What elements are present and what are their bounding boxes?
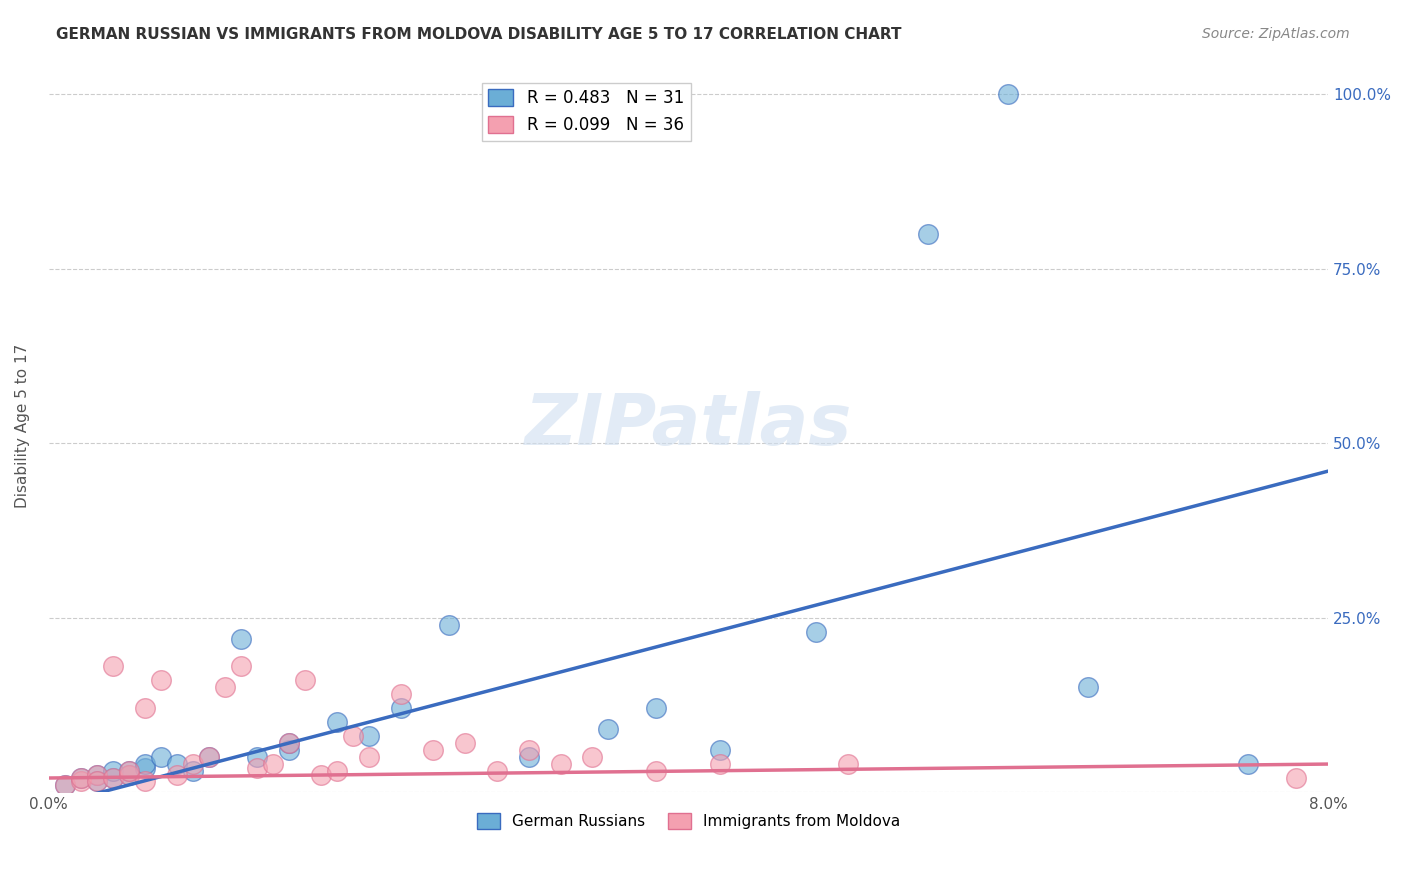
Point xyxy=(101,771,124,785)
Point xyxy=(69,771,91,785)
Legend: German Russians, Immigrants from Moldova: German Russians, Immigrants from Moldova xyxy=(471,807,907,836)
Point xyxy=(53,778,76,792)
Point xyxy=(837,757,859,772)
Point xyxy=(118,767,141,781)
Point xyxy=(294,673,316,688)
Point xyxy=(181,757,204,772)
Point xyxy=(86,767,108,781)
Point xyxy=(69,771,91,785)
Point xyxy=(101,764,124,778)
Point xyxy=(437,617,460,632)
Point xyxy=(262,757,284,772)
Point xyxy=(517,743,540,757)
Point xyxy=(118,767,141,781)
Point xyxy=(246,760,269,774)
Point xyxy=(325,764,347,778)
Point xyxy=(197,750,219,764)
Point xyxy=(118,764,141,778)
Point xyxy=(134,774,156,789)
Point xyxy=(134,701,156,715)
Point xyxy=(389,687,412,701)
Point xyxy=(101,771,124,785)
Point xyxy=(517,750,540,764)
Point xyxy=(342,729,364,743)
Point xyxy=(277,736,299,750)
Point xyxy=(357,750,380,764)
Point xyxy=(709,743,731,757)
Text: Source: ZipAtlas.com: Source: ZipAtlas.com xyxy=(1202,27,1350,41)
Point xyxy=(118,764,141,778)
Point xyxy=(598,722,620,736)
Point xyxy=(166,757,188,772)
Point xyxy=(134,760,156,774)
Point xyxy=(166,767,188,781)
Text: GERMAN RUSSIAN VS IMMIGRANTS FROM MOLDOVA DISABILITY AGE 5 TO 17 CORRELATION CHA: GERMAN RUSSIAN VS IMMIGRANTS FROM MOLDOV… xyxy=(56,27,901,42)
Point xyxy=(197,750,219,764)
Point xyxy=(806,624,828,639)
Point xyxy=(1285,771,1308,785)
Point xyxy=(246,750,269,764)
Point xyxy=(149,673,172,688)
Point xyxy=(69,774,91,789)
Point xyxy=(917,227,939,241)
Point xyxy=(53,778,76,792)
Point xyxy=(214,681,236,695)
Point xyxy=(181,764,204,778)
Point xyxy=(485,764,508,778)
Point xyxy=(86,774,108,789)
Point xyxy=(550,757,572,772)
Point xyxy=(581,750,603,764)
Y-axis label: Disability Age 5 to 17: Disability Age 5 to 17 xyxy=(15,343,30,508)
Point xyxy=(645,764,668,778)
Point xyxy=(1077,681,1099,695)
Point xyxy=(422,743,444,757)
Point xyxy=(86,774,108,789)
Point xyxy=(277,736,299,750)
Point xyxy=(1237,757,1260,772)
Point xyxy=(101,659,124,673)
Point xyxy=(357,729,380,743)
Point xyxy=(325,715,347,730)
Point xyxy=(86,767,108,781)
Point xyxy=(997,87,1019,102)
Point xyxy=(229,632,252,646)
Text: ZIPatlas: ZIPatlas xyxy=(524,392,852,460)
Point xyxy=(709,757,731,772)
Point xyxy=(389,701,412,715)
Point xyxy=(309,767,332,781)
Point xyxy=(149,750,172,764)
Point xyxy=(645,701,668,715)
Point xyxy=(134,757,156,772)
Point xyxy=(453,736,475,750)
Point xyxy=(277,743,299,757)
Point xyxy=(229,659,252,673)
